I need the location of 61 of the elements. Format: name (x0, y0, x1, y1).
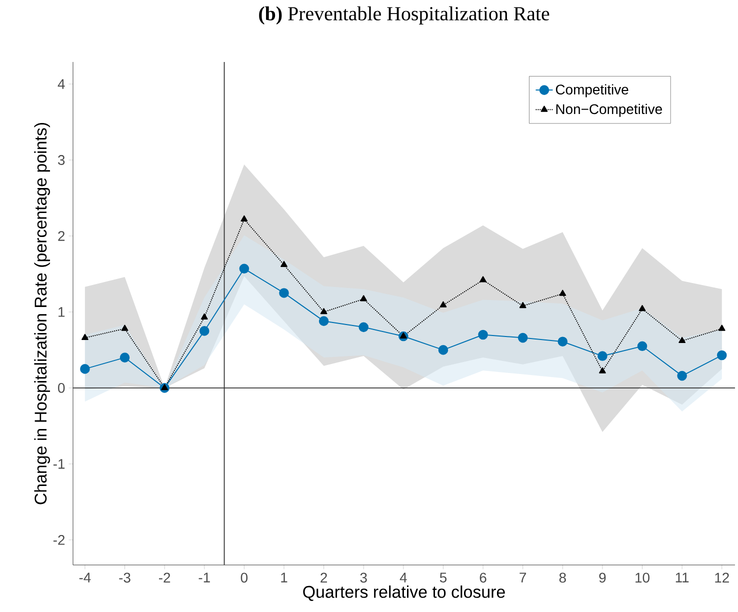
x-tick-label: 9 (599, 572, 606, 583)
x-tick-label: -4 (79, 572, 91, 582)
point (677, 370, 687, 381)
x-tick-label: 6 (480, 572, 486, 583)
point (478, 330, 488, 340)
point (199, 326, 210, 336)
y-tick-label: 2 (58, 231, 65, 241)
y-tick-label: -2 (53, 535, 65, 545)
point (161, 384, 168, 390)
point (598, 351, 608, 361)
point (438, 345, 448, 355)
x-tick-label: 8 (559, 572, 566, 583)
legend-label: Competitive (556, 84, 628, 98)
point (558, 336, 568, 346)
point (318, 316, 329, 326)
x-tick-label: 12 (715, 572, 729, 582)
point (716, 350, 727, 360)
x-tick-label: -2 (158, 572, 170, 582)
point (240, 215, 248, 222)
point (82, 334, 88, 340)
y-tick-label: 0 (58, 383, 65, 393)
x-tick-label: 7 (520, 572, 526, 582)
point (559, 290, 566, 296)
point (200, 313, 208, 320)
point (480, 276, 486, 282)
point (280, 260, 288, 268)
point (638, 305, 646, 312)
y-tick-label: 1 (58, 307, 65, 317)
point (678, 336, 686, 344)
chart-title: (b) Preventable Hospitalization Rate (259, 6, 550, 24)
point (599, 367, 606, 374)
point (440, 301, 447, 308)
point (121, 324, 128, 331)
y-tick-label: 4 (58, 79, 65, 89)
x-axis-title: Quarters relative to closure (303, 585, 505, 601)
point (279, 288, 289, 298)
point (320, 308, 328, 314)
x-tick-label: 10 (636, 572, 650, 583)
x-tick-label: 3 (360, 572, 367, 583)
point (80, 364, 90, 374)
point (400, 332, 407, 338)
x-tick-label: 1 (281, 572, 288, 582)
x-tick-label: 2 (320, 572, 327, 582)
point (120, 352, 130, 362)
point (519, 302, 526, 308)
point (360, 295, 368, 302)
point (718, 324, 726, 331)
x-tick-label: -1 (198, 572, 210, 582)
x-tick-label: 5 (440, 572, 447, 582)
legend-label: Non−Competitive (556, 104, 662, 117)
point (358, 322, 369, 332)
x-tick-label: 11 (676, 572, 689, 582)
x-tick-label: -3 (119, 572, 130, 583)
y-axis-title: Change in Hospitalization Rate (percentage points) (34, 123, 50, 504)
point (637, 341, 648, 352)
x-tick-label: 4 (400, 572, 407, 582)
x-tick-label: 0 (240, 572, 248, 583)
point (518, 332, 528, 343)
y-tick-label: 3 (58, 155, 65, 165)
y-tick-label: -1 (53, 459, 65, 469)
point (239, 264, 250, 274)
